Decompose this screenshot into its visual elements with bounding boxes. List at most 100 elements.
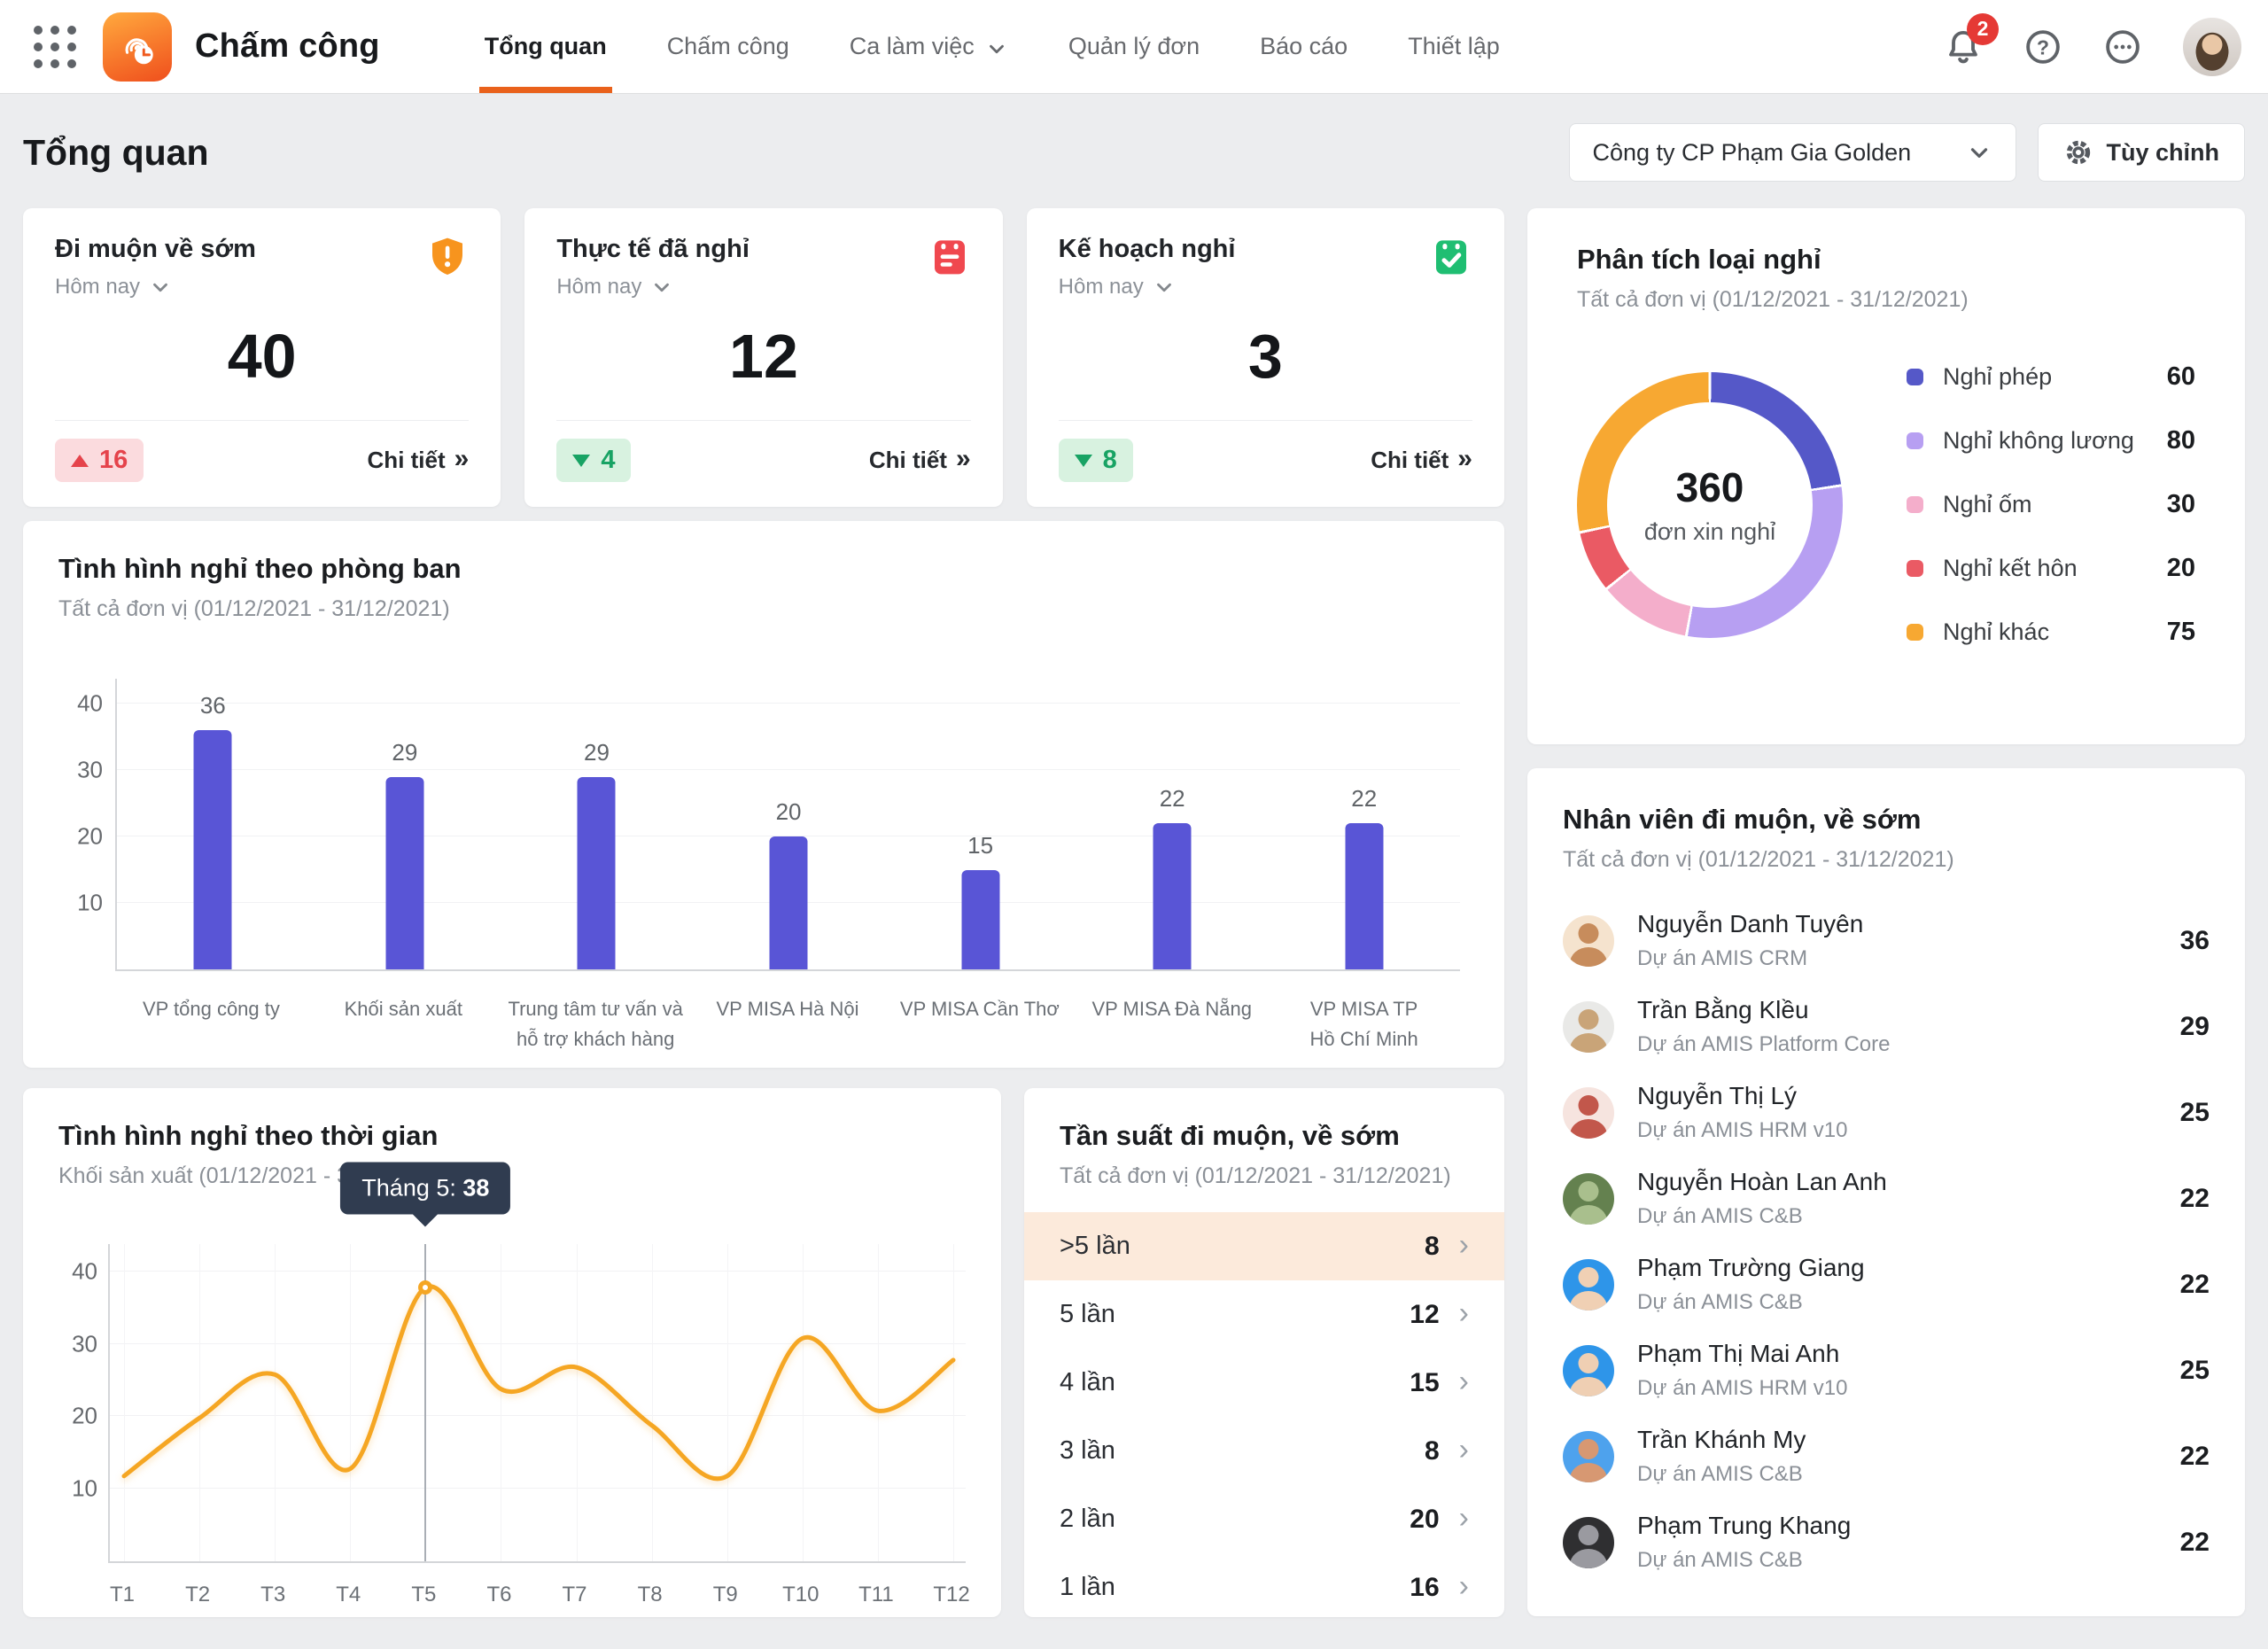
tab-báo-cáo[interactable]: Báo cáo [1260, 0, 1348, 93]
help-icon[interactable]: ? [2023, 27, 2062, 66]
bar-value-label: 36 [199, 692, 226, 719]
y-axis-tick-label: 30 [77, 756, 103, 783]
employee-project: Dự án AMIS HRM v10 [1637, 1118, 1848, 1142]
employee-avatar [1563, 1344, 1614, 1396]
x-axis-category-label: VP MISA Hà Nội [716, 998, 859, 1020]
legend-item[interactable]: Nghỉ phép 60 [1907, 362, 2195, 392]
user-avatar[interactable] [2183, 17, 2241, 76]
bar-value-label: 29 [392, 738, 418, 766]
tab-tổng-quan[interactable]: Tổng quan [478, 0, 612, 93]
y-axis-tick-label: 10 [72, 1474, 97, 1502]
employee-row[interactable]: Nguyễn Hoàn Lan Anh Dự án AMIS C&B 22 [1563, 1155, 2210, 1241]
frequency-row[interactable]: 1 lần 16 › [1024, 1553, 1504, 1622]
frequency-row[interactable]: 2 lần 20 › [1024, 1485, 1504, 1553]
frequency-row[interactable]: 5 lần 12 › [1024, 1280, 1504, 1349]
employee-project: Dự án AMIS HRM v10 [1637, 1376, 1848, 1400]
legend-color-swatch [1907, 432, 1923, 449]
tab-label: Tổng quan [484, 33, 607, 59]
employee-project: Dự án AMIS C&B [1637, 1462, 1803, 1486]
donut-total-label: đơn xin nghỉ [1643, 518, 1776, 545]
bar[interactable] [1153, 823, 1192, 969]
frequency-label: 5 lần [1060, 1300, 1115, 1328]
frequency-row[interactable]: 4 lần 15 › [1024, 1349, 1504, 1417]
employee-name: Nguyễn Danh Tuyên [1637, 910, 1864, 937]
panel-subtitle: Tất cả đơn vị (01/12/2021 - 31/12/2021) [58, 596, 450, 621]
frequency-row[interactable]: >5 lần 8 › [1024, 1212, 1504, 1280]
bar[interactable] [1345, 823, 1384, 969]
legend-item[interactable]: Nghỉ không lương 80 [1907, 426, 2195, 455]
panel-title: Phân tích loại nghỉ [1577, 244, 1821, 275]
frequency-row[interactable]: 3 lần 8 › [1024, 1417, 1504, 1485]
detail-link[interactable]: Chi tiết» [868, 443, 971, 473]
tab-quản-lý-đơn[interactable]: Quản lý đơn [1068, 0, 1200, 93]
x-axis-category-label: Khối sản xuất [344, 998, 462, 1020]
employee-name: Phạm Thị Mai Anh [1637, 1340, 1840, 1367]
employee-name: Phạm Trung Khang [1637, 1512, 1852, 1539]
panel-title: Tình hình nghỉ theo thời gian [58, 1120, 439, 1151]
chevron-down-icon [655, 283, 670, 292]
employee-project: Dự án AMIS CRM [1637, 946, 1808, 970]
kpi-period-selector[interactable]: Hôm nay [556, 275, 673, 299]
legend-item[interactable]: Nghỉ kết hôn 20 [1907, 554, 2195, 583]
tab-label: Quản lý đơn [1068, 33, 1200, 59]
bar[interactable] [193, 730, 232, 969]
employee-row[interactable]: Trần Bằng Klều Dự án AMIS Platform Core 29 [1563, 984, 2210, 1070]
hover-line [424, 1244, 427, 1561]
customize-button[interactable]: Tùy chỉnh [2037, 123, 2245, 182]
legend-color-swatch [1907, 496, 1923, 513]
employee-row[interactable]: Nguyễn Danh Tuyên Dự án AMIS CRM 36 [1563, 898, 2210, 984]
employee-row[interactable]: Phạm Thị Mai Anh Dự án AMIS HRM v10 25 [1563, 1327, 2210, 1413]
delta-badge: 4 [556, 439, 632, 482]
kpi-period-selector[interactable]: Hôm nay [55, 275, 172, 299]
employee-project: Dự án AMIS C&B [1637, 1548, 1803, 1572]
legend-label: Nghỉ khác [1943, 618, 2050, 645]
employee-row[interactable]: Trần Khánh My Dự án AMIS C&B 22 [1563, 1413, 2210, 1499]
frequency-label: 2 lần [1060, 1505, 1115, 1533]
late-frequency-panel: Tần suất đi muộn, về sớm Tất cả đơn vị (… [1024, 1088, 1504, 1617]
employee-row[interactable]: Nguyễn Thị Lý Dự án AMIS HRM v10 25 [1563, 1070, 2210, 1155]
legend-value: 75 [2166, 618, 2195, 646]
company-selector[interactable]: Công ty CP Phạm Gia Golden [1568, 123, 2016, 182]
y-axis-tick-label: 40 [72, 1257, 97, 1285]
bar[interactable] [961, 869, 1000, 969]
employee-late-count: 22 [2179, 1527, 2210, 1557]
employee-late-count: 25 [2179, 1355, 2210, 1385]
legend-label: Nghỉ không lương [1943, 427, 2134, 454]
notifications-bell-icon[interactable]: 2 [1944, 12, 1999, 66]
x-axis-tick-label: T8 [637, 1583, 663, 1606]
app-grid-icon[interactable] [34, 25, 76, 68]
frequency-value: 8 [1424, 1435, 1440, 1466]
legend-item[interactable]: Nghỉ ốm 30 [1907, 490, 2195, 519]
alert-shield-icon [426, 235, 469, 299]
app-title: Chấm công [195, 27, 380, 65]
kpi-card-đi-muộn-về-sớm: Đi muộn về sớm Hôm nay 40 16 Chi tiết» [23, 208, 501, 507]
legend-item[interactable]: Nghỉ khác 75 [1907, 618, 2195, 647]
bar[interactable] [577, 776, 616, 969]
y-axis-tick-label: 20 [77, 822, 103, 850]
chevron-down-icon [1970, 148, 1987, 158]
tab-label: Báo cáo [1260, 33, 1348, 59]
gear-icon [2066, 140, 2090, 165]
triangle-down-icon [572, 454, 591, 467]
x-axis-tick-label: T4 [336, 1583, 361, 1606]
bar[interactable] [385, 776, 424, 969]
detail-link[interactable]: Chi tiết» [367, 443, 470, 473]
app-logo-fingerprint-clock-icon[interactable] [103, 12, 172, 82]
dashboard-page: Tổng quan Công ty CP Phạm Gia Golden Tùy… [0, 93, 2268, 1649]
triangle-down-icon [1074, 454, 1092, 467]
kpi-value: 12 [729, 322, 798, 391]
more-options-icon[interactable] [2103, 27, 2142, 66]
tab-ca-làm-việc[interactable]: Ca làm việc [850, 0, 1008, 93]
page-title: Tổng quan [23, 131, 209, 173]
department-leave-panel: Tình hình nghỉ theo phòng ban Tất cả đơn… [23, 521, 1504, 1068]
frequency-value: 20 [1410, 1504, 1440, 1534]
employee-row[interactable]: Phạm Trường Giang Dự án AMIS C&B 22 [1563, 1241, 2210, 1327]
tab-thiết-lập[interactable]: Thiết lập [1408, 0, 1500, 93]
data-point-marker[interactable] [418, 1280, 433, 1295]
detail-link[interactable]: Chi tiết» [1371, 443, 1472, 473]
kpi-period-selector[interactable]: Hôm nay [1059, 275, 1176, 299]
tab-chấm-công[interactable]: Chấm công [667, 0, 789, 93]
legend-value: 60 [2166, 362, 2195, 391]
bar[interactable] [769, 836, 808, 969]
employee-row[interactable]: Phạm Trung Khang Dự án AMIS C&B 22 [1563, 1499, 2210, 1585]
